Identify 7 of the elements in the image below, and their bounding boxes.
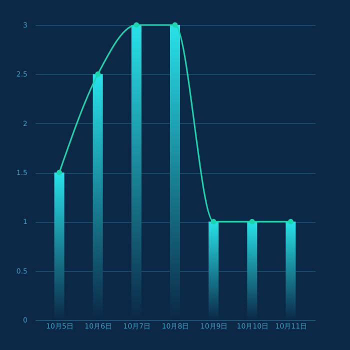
point — [134, 22, 140, 28]
point — [172, 22, 178, 28]
point — [210, 218, 216, 224]
point — [56, 170, 62, 176]
point — [249, 218, 255, 224]
point — [288, 218, 294, 224]
point — [95, 71, 101, 77]
